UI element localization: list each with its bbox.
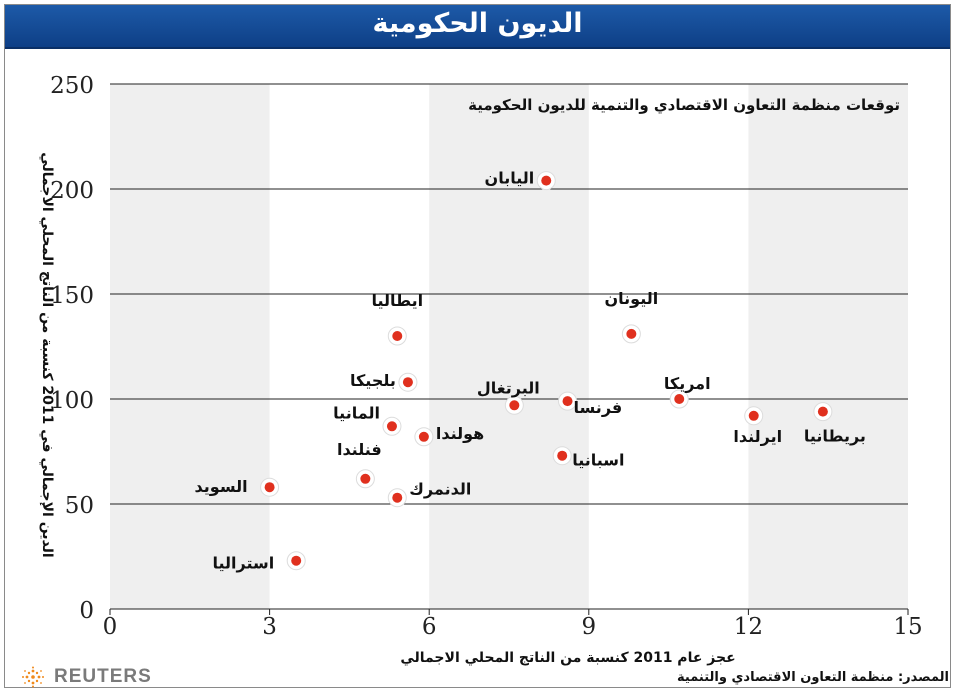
data-point	[674, 394, 685, 404]
data-point	[360, 473, 371, 484]
background-band	[748, 84, 908, 609]
background-bands	[110, 84, 908, 609]
x-tick-label: 15	[893, 614, 922, 640]
data-point	[264, 482, 275, 493]
background-band	[429, 84, 589, 609]
y-tick-label: 0	[79, 598, 94, 624]
data-point	[392, 492, 403, 503]
y-tick-label: 50	[65, 493, 94, 519]
point-label: ايطاليا	[371, 291, 423, 310]
x-tick-label: 6	[422, 614, 437, 640]
point-label: هولندا	[436, 424, 484, 443]
chart-subtitle: توقعات منظمة التعاون الاقتصادي والتنمية …	[468, 96, 900, 115]
title-bar: الديون الحكومية	[5, 5, 950, 49]
x-tick-label: 0	[103, 614, 118, 640]
x-tick-label: 12	[734, 614, 763, 640]
data-point	[291, 555, 302, 566]
point-label: استراليا	[212, 554, 274, 573]
data-points: اليابان ايطاليا اليونان بلجيكا البرتغال فرنسا…	[195, 169, 866, 573]
point-label: فنلندا	[337, 440, 382, 459]
y-tick-label: 100	[50, 388, 94, 414]
data-point	[541, 175, 552, 186]
data-point	[562, 396, 573, 407]
background-band	[110, 84, 270, 609]
x-tick-label: 3	[262, 614, 277, 640]
y-tick-label: 250	[50, 73, 94, 99]
reuters-logo: REUTERS	[18, 666, 152, 688]
x-tick-label: 9	[581, 614, 596, 640]
point-label: البرتغال	[477, 378, 540, 397]
data-point	[509, 400, 520, 411]
y-tick-label: 150	[50, 283, 94, 309]
point-label: المانيا	[333, 403, 380, 422]
axes: 0 50 100 150 200 250 0 3 6 9 12 15	[50, 73, 923, 640]
data-point	[418, 431, 429, 442]
y-tick-label: 200	[50, 178, 94, 204]
point-label: الدنمرك	[409, 480, 471, 499]
point-label: اليابان	[485, 169, 535, 188]
reuters-wordmark: REUTERS	[54, 666, 152, 687]
point-label: اسبانيا	[572, 451, 624, 470]
data-point	[392, 331, 403, 341]
data-point	[817, 406, 828, 417]
data-point	[557, 450, 568, 461]
point-label: فرنسا	[574, 398, 623, 417]
point-label: بريطانيا	[804, 427, 866, 446]
chart-title: الديون الحكومية	[372, 8, 583, 39]
point-label: بلجيكا	[350, 371, 396, 390]
y-axis-label: الدين الإجمالي في 2011 كنسبة من الناتج ا…	[39, 152, 55, 557]
source-note: المصدر: منظمة التعاون الاقتصادي والتنمية	[677, 670, 949, 685]
data-point	[402, 377, 413, 388]
x-axis-label: عجز عام 2011 كنسبة من الناتج المحلي الاج…	[400, 650, 735, 666]
data-point	[626, 328, 637, 339]
point-label: ايرلندا	[733, 427, 782, 446]
data-point	[386, 421, 397, 432]
point-label: السويد	[195, 477, 248, 496]
point-label: اليونان	[604, 289, 658, 308]
point-label: امريكا	[664, 374, 711, 393]
data-point	[748, 410, 759, 421]
reuters-dots-icon	[22, 666, 44, 688]
